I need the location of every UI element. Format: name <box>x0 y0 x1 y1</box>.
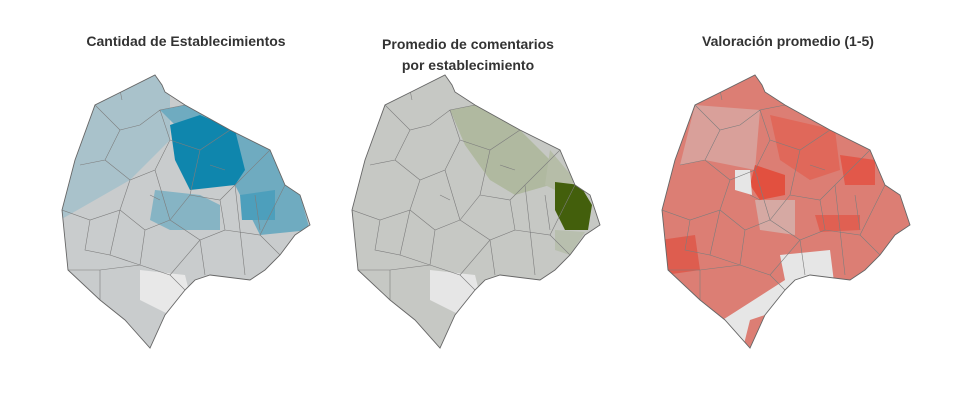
map-title: Valoración promedio (1-5) <box>702 33 874 49</box>
choropleth-map <box>61 74 311 349</box>
choropleth-map <box>351 74 601 349</box>
map-title: Promedio de comentarios <box>382 36 554 52</box>
map-title: Cantidad de Establecimientos <box>86 33 285 49</box>
choropleth-map <box>661 74 911 349</box>
map-title: por establecimiento <box>402 57 534 73</box>
